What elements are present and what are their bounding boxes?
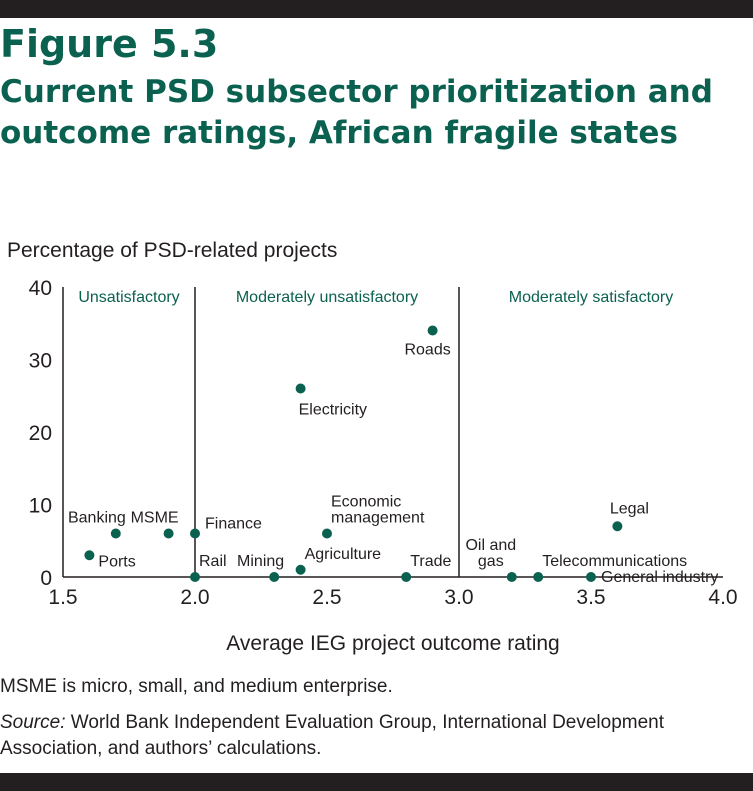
point-label-oil-and-gas: Oil and gas [465, 537, 516, 570]
source-note: Source: World Bank Independent Evaluatio… [0, 710, 700, 762]
figure-label: Figure 5.3 [0, 22, 219, 66]
source-label: Source: [0, 712, 66, 733]
point-label-ports: Ports [98, 553, 135, 570]
point-finance [190, 528, 200, 539]
y-tick-label-20: 20 [29, 422, 52, 445]
scatter-chart: Percentage of PSD-related projects 0 10 20 3… [7, 239, 738, 655]
point-label-legal: Legal [610, 500, 649, 517]
point-label-economic-management: Economic management [331, 494, 425, 527]
x-tick-label-3-0: 3.0 [444, 586, 473, 609]
point-label-telecommunications: Telecommunications [542, 553, 687, 570]
x-tick-label-4-0: 4.0 [708, 586, 737, 609]
point-label-rail: Rail [199, 553, 227, 570]
point-label-general-industry: General industry [601, 569, 718, 586]
point-banking [110, 528, 121, 539]
point-telecommunications [533, 572, 544, 582]
region-label-unsatisfactory: Unsatisfactory [78, 289, 179, 306]
point-label-banking: Banking [68, 510, 126, 527]
point-label-trade: Trade [410, 553, 451, 570]
source-text: World Bank Independent Evaluation Group,… [0, 712, 665, 759]
x-tick-label-2-5: 2.5 [312, 586, 341, 609]
point-label-mining: Mining [237, 553, 284, 570]
point-roads [427, 325, 438, 336]
point-trade [401, 572, 412, 582]
figure-title: Current PSD subsector prioritization and… [0, 74, 713, 151]
point-economic-management [322, 528, 332, 539]
x-tick-label-1-5: 1.5 [48, 586, 77, 609]
region-label-moderately-unsatisfactory: Moderately unsatisfactory [236, 289, 418, 306]
point-label-electricity: Electricity [299, 402, 367, 419]
point-rail [190, 572, 200, 582]
y-tick-label-30: 30 [29, 350, 52, 373]
x-axis-title: Average IEG project outcome rating [226, 632, 559, 655]
point-ports [84, 550, 95, 561]
point-label-roads: Roads [404, 342, 450, 359]
point-label-agriculture: Agriculture [305, 546, 382, 563]
point-legal [612, 521, 623, 532]
y-tick-label-40: 40 [29, 277, 52, 300]
x-tick-label-2-0: 2.0 [180, 586, 209, 609]
x-tick-label-3-5: 3.5 [576, 586, 605, 609]
abbreviation-note: MSME is micro, small, and medium enterpr… [0, 676, 393, 697]
point-agriculture [295, 564, 306, 575]
point-oil-and-gas [506, 572, 517, 582]
y-axis-title: Percentage of PSD-related projects [7, 239, 337, 262]
point-label-msme: MSME [131, 510, 179, 527]
point-electricity [295, 383, 306, 394]
region-label-moderately-satisfactory: Moderately satisfactory [509, 289, 674, 306]
point-mining [269, 572, 280, 582]
point-label-finance: Finance [205, 516, 262, 533]
y-tick-label-0: 0 [40, 567, 52, 590]
bottom-rule [0, 773, 753, 791]
point-general-industry [586, 572, 596, 582]
top-rule [0, 0, 753, 18]
y-tick-label-10: 10 [29, 495, 52, 518]
point-msme [163, 528, 174, 539]
